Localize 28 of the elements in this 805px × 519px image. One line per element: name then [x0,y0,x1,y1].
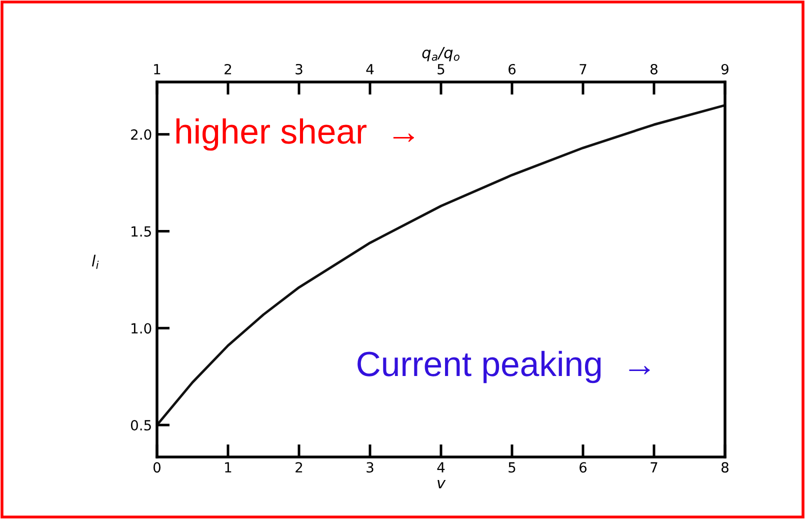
annotation: higher shear → [176,118,414,151]
x2-tick-label: 7 [580,64,586,74]
y-tick-label: 2.0 [131,129,152,140]
y-axis-title: l$_{i}$ [92,254,99,269]
x-tick-label: 7 [650,462,658,472]
y-tick-label: 1.0 [132,323,152,334]
x-tick-label: 6 [580,462,587,473]
x-axis-title: v [438,480,446,488]
y-tick-label: 0.5 [130,420,151,430]
x2-tick-label: 2 [224,64,232,74]
x-tick-label: 1 [225,462,232,472]
annotation: Current peaking → [358,350,650,384]
x-tick-label: 0 [153,462,160,473]
x2-tick-label: 3 [296,64,302,74]
x2-tick-label: 1 [154,64,160,74]
x-tick-label: 2 [296,462,302,472]
x2-tick-label: 5 [438,64,444,74]
line-series [157,104,725,426]
x-tick-label: 3 [366,462,374,473]
x-tick-label: 8 [722,462,728,473]
x2-tick-label: 4 [366,64,374,74]
x-tick-label: 5 [508,462,516,473]
y-tick-label: 1.5 [132,226,151,237]
x2-tick-label: 8 [650,64,658,74]
x2-tick-label: 9 [721,64,728,74]
x-tick-label: 4 [437,462,445,472]
x2-tick-label: 6 [508,64,516,74]
x2-axis-title: q$_{a}$/q$_{o}$ [422,46,460,62]
